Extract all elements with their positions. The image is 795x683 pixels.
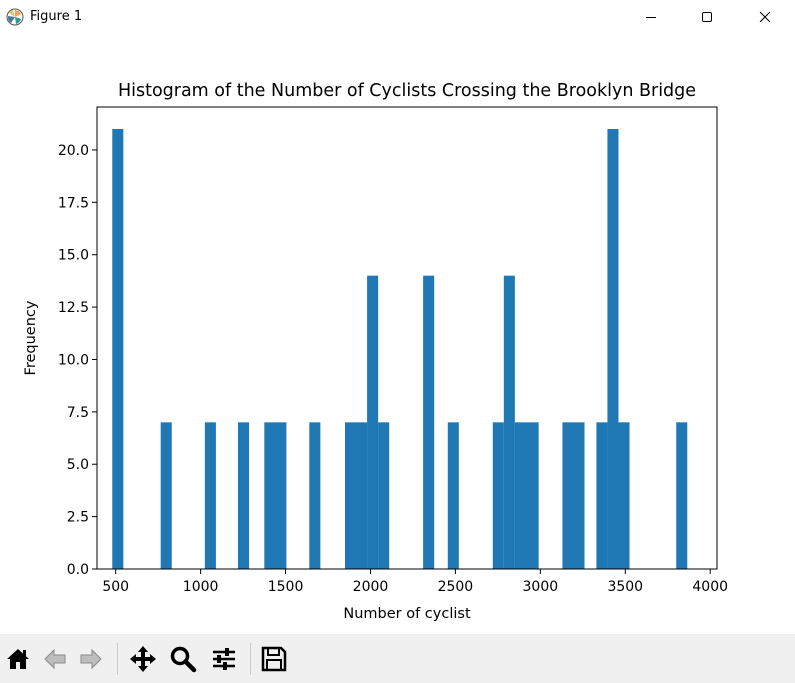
histogram-bar (447, 422, 459, 569)
minimize-button[interactable] (626, 0, 676, 34)
histogram-bar (618, 422, 630, 569)
x-axis-ticks: 500 1000 1500 2000 2500 3000 3500 4000 (102, 569, 728, 595)
histogram-bar (309, 422, 321, 569)
y-tick-label: 10.0 (58, 352, 89, 368)
window-titlebar: Figure 1 (0, 0, 795, 34)
histogram-bar (492, 422, 504, 569)
x-tick-label: 3000 (523, 579, 559, 595)
bars-group (112, 129, 688, 569)
zoom-button[interactable] (168, 644, 198, 674)
back-button[interactable] (40, 644, 70, 674)
minimize-icon (646, 17, 656, 18)
histogram-bar (367, 275, 379, 569)
histogram-bar (204, 422, 216, 569)
histogram-chart: 500 1000 1500 2000 2500 3000 3500 4000 0.0 2.5 5.… (23, 81, 728, 622)
histogram-bar (112, 129, 124, 569)
histogram-bar (596, 422, 608, 569)
matplotlib-logo-icon (6, 8, 24, 26)
navigation-toolbar (0, 634, 795, 683)
toolbar-separator (250, 643, 251, 675)
close-icon (759, 11, 771, 23)
y-axis-ticks: 0.0 2.5 5.0 7.5 10.0 12.5 15.0 17.5 20.0 (58, 143, 97, 578)
histogram-bar (160, 422, 172, 569)
close-button[interactable] (740, 0, 790, 34)
histogram-bar (237, 422, 250, 569)
y-tick-label: 0.0 (67, 562, 89, 578)
histogram-bar (345, 422, 368, 569)
x-tick-label: 1000 (183, 579, 219, 595)
sliders-icon (213, 648, 235, 670)
histogram-bar (264, 422, 287, 569)
x-tick-label: 2000 (353, 579, 389, 595)
move-icon (130, 646, 156, 672)
y-tick-label: 17.5 (58, 195, 89, 211)
x-tick-label: 3500 (607, 579, 643, 595)
y-tick-label: 7.5 (67, 405, 89, 421)
y-tick-label: 12.5 (58, 300, 89, 316)
home-icon (7, 649, 29, 669)
y-axis-label: Frequency (23, 300, 39, 375)
x-tick-label: 1500 (268, 579, 304, 595)
maximize-button[interactable] (682, 0, 732, 34)
histogram-bar (503, 275, 515, 569)
histogram-bar (562, 422, 585, 569)
arrow-left-icon (44, 648, 66, 670)
x-axis-label: Number of cyclist (343, 606, 471, 622)
figure-canvas[interactable]: 500 1000 1500 2000 2500 3000 3500 4000 0.0 2.5 5.… (0, 34, 795, 634)
pan-button[interactable] (128, 644, 158, 674)
floppy-disk-icon (261, 646, 287, 672)
forward-button[interactable] (76, 644, 106, 674)
x-tick-label: 2500 (438, 579, 474, 595)
y-tick-label: 5.0 (67, 457, 89, 473)
window-title: Figure 1 (30, 9, 83, 24)
histogram-bar (378, 422, 390, 569)
save-button[interactable] (259, 644, 289, 674)
histogram-bar (423, 275, 435, 569)
magnifier-icon (170, 646, 197, 673)
chart-title: Histogram of the Number of Cyclists Cros… (118, 81, 696, 101)
histogram-bar (676, 422, 688, 569)
arrow-right-icon (80, 648, 102, 670)
histogram-bar (607, 129, 619, 569)
toolbar-separator (117, 643, 118, 675)
maximize-icon (702, 12, 712, 22)
y-tick-label: 15.0 (58, 248, 89, 264)
x-tick-label: 500 (102, 579, 129, 595)
home-button[interactable] (3, 644, 33, 674)
x-tick-label: 4000 (692, 579, 728, 595)
configure-subplots-button[interactable] (209, 644, 239, 674)
y-tick-label: 2.5 (67, 510, 89, 526)
histogram-bar (514, 422, 539, 569)
axes-frame (96, 106, 718, 570)
y-tick-label: 20.0 (58, 143, 89, 159)
